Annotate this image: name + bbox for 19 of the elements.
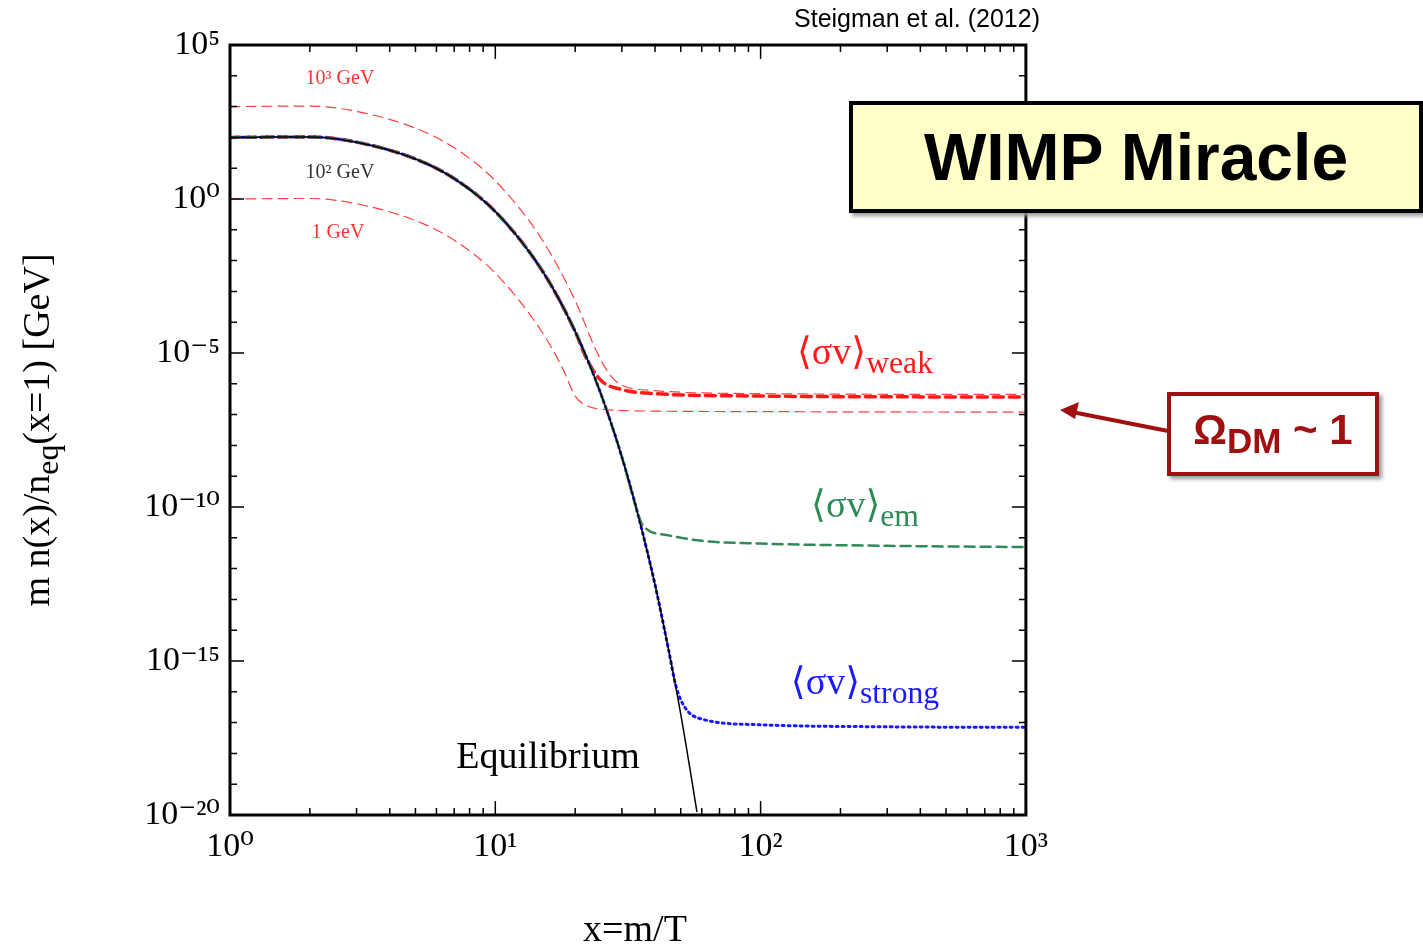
annotation: 1 GeV <box>311 219 365 243</box>
x-axis-title: x=m/T <box>583 906 687 950</box>
x-tick-label: 10³ <box>1003 826 1048 864</box>
x-tick-label: 10² <box>738 826 783 864</box>
y-tick-label: 10⁻¹⁵ <box>146 639 220 677</box>
y-tick-label: 10⁰ <box>172 177 220 215</box>
annotation: 10² GeV <box>305 159 375 183</box>
annotation: ⟨σv⟩$_{weak}$ <box>797 329 933 381</box>
annotation: 10³ GeV <box>305 65 375 89</box>
text: Ω$_{DM}$ ~ 1 <box>1193 406 1353 462</box>
x-tick-label: 10¹ <box>473 826 518 864</box>
text: Steigman et al. (2012) <box>794 4 1040 33</box>
annotation: WIMP Miracle <box>923 119 1349 195</box>
y-tick-label: 10⁵ <box>174 23 220 61</box>
annotation: Equilibrium <box>456 733 640 777</box>
y-tick-label: 10⁻¹⁰ <box>144 485 220 523</box>
annotation: ⟨σv⟩$_{em}$ <box>811 482 919 534</box>
annotation: ⟨σv⟩$_{strong}$ <box>790 659 940 711</box>
y-tick-label: 10⁻⁵ <box>156 331 220 369</box>
